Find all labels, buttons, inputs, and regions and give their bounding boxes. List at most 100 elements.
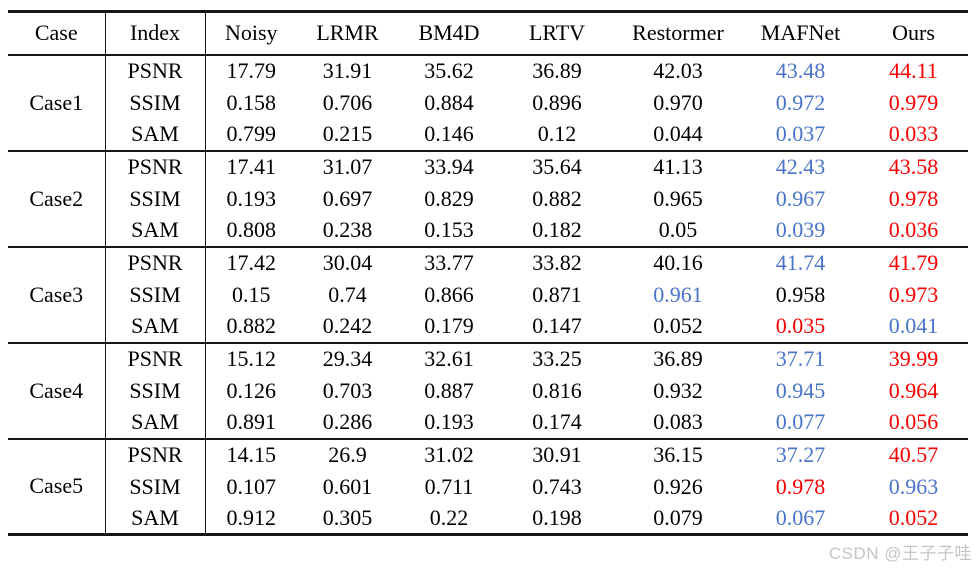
metric-value: 0.979 [888,89,939,115]
metric-value: 0.147 [532,313,582,338]
metric-value: 32.61 [424,346,474,371]
metric-value: 41.74 [775,250,826,275]
metric-value: 0.15 [232,281,271,307]
metric-value: 17.41 [226,154,277,179]
metric-value: 41.79 [888,250,939,275]
metric-value: 0.601 [322,473,373,499]
results-table: Case Index Noisy LRMR BM4D LRTV Restormer MAFNe… [8,10,968,536]
metric-value: 40.16 [653,250,703,275]
metric-value: 0.146 [424,121,474,146]
metric-value: 31.91 [322,58,373,83]
table-row: SSIM 0.15 0.74 0.866 0.871 0.961 0.958 0.973 [8,278,968,311]
metric-value: 0.126 [226,377,277,403]
metric-value: 42.03 [653,58,703,83]
table-row: SSIM 0.126 0.703 0.887 0.816 0.932 0.945 0.964 [8,374,968,407]
metric-value: 0.896 [532,89,582,115]
metric-value: 44.11 [889,58,938,83]
metric-value: 14.15 [226,442,277,467]
metric-value: 33.94 [424,154,474,179]
metric-value: 0.926 [653,473,703,499]
metric-value: 0.182 [532,217,582,242]
metric-value: 0.067 [775,504,826,530]
table-body: Case1 PSNR 17.79 31.91 35.62 36.89 42.03 43.48 4… [8,54,968,535]
metric-label: PSNR [105,246,206,279]
metric-value: 42.43 [775,154,826,179]
metric-label: PSNR [105,438,206,471]
metric-value: 0.077 [775,409,826,434]
metric-value: 0.945 [775,377,826,403]
metric-value: 0.963 [888,473,939,499]
metric-value: 0.882 [226,313,277,338]
metric-value: 0.037 [775,121,826,146]
header-row: Case Index Noisy LRMR BM4D LRTV Restormer MAFNe… [8,11,968,55]
metric-label: SAM [105,406,206,439]
metric-label: SAM [105,310,206,343]
metric-value: 39.99 [888,346,939,371]
metric-value: 0.107 [226,473,277,499]
table-row: Case4 PSNR 15.12 29.34 32.61 33.25 36.89 37.71 3… [8,342,968,439]
metric-value: 15.12 [226,346,277,371]
metric-value: 0.964 [888,377,939,403]
metric-value: 37.71 [775,346,826,371]
column-header-restormer: Restormer [632,20,724,46]
metric-value: 0.829 [424,185,474,211]
metric-value: 35.62 [424,58,474,83]
metric-value: 0.286 [322,409,373,434]
metric-value: 0.912 [226,504,277,530]
table-row: SAM 0.808 0.238 0.153 0.182 0.05 0.039 0.036 [8,214,968,247]
metric-value: 33.25 [532,346,582,371]
table-row: SSIM 0.158 0.706 0.884 0.896 0.970 0.972 0.979 [8,86,968,119]
metric-value: 0.799 [226,121,277,146]
metric-value: 17.79 [226,58,277,83]
metric-label: SSIM [105,374,206,407]
metric-value: 36.89 [532,58,582,83]
case-label: Case5 [8,438,106,535]
metric-value: 0.932 [653,377,703,403]
metric-value: 0.05 [658,217,698,242]
metric-value: 43.48 [775,58,826,83]
table-row: Case3 PSNR 17.42 30.04 33.77 33.82 40.16 41.74 4… [8,246,968,343]
metric-value: 0.22 [429,504,469,530]
metric-value: 0.961 [653,281,703,307]
case-label: Case4 [8,342,106,439]
column-header-lrtv: LRTV [528,20,586,46]
watermark: CSDN @王子子哇 [828,544,972,563]
metric-value: 0.044 [653,121,703,146]
metric-value: 0.711 [424,473,474,499]
metric-value: 0.12 [537,121,577,146]
table-row: Case5 PSNR 14.15 26.9 31.02 30.91 36.15 37.27 40… [8,438,968,535]
column-header-case: Case [8,11,106,55]
metric-value: 0.174 [532,409,582,434]
metric-value: 30.04 [322,250,373,275]
metric-value: 33.77 [424,250,474,275]
table-row: SSIM 0.107 0.601 0.711 0.743 0.926 0.978 0.963 [8,470,968,503]
metric-value: 0.215 [322,121,373,146]
metric-value: 36.15 [653,442,703,467]
metric-value: 0.238 [322,217,373,242]
metric-value: 29.34 [322,346,373,371]
metric-value: 0.703 [322,377,373,403]
metric-value: 43.58 [888,154,939,179]
metric-value: 0.967 [775,185,826,211]
metric-label: SSIM [105,278,206,311]
metric-value: 17.42 [226,250,277,275]
metric-value: 0.305 [322,504,373,530]
metric-label: SSIM [105,86,206,119]
metric-value: 35.64 [532,154,582,179]
metric-value: 37.27 [775,442,826,467]
metric-value: 36.89 [653,346,703,371]
metric-value: 0.816 [532,377,582,403]
metric-value: 0.891 [226,409,277,434]
metric-value: 33.82 [532,250,582,275]
table-header: Case Index Noisy LRMR BM4D LRTV Restormer MAFNe… [8,11,968,55]
metric-value: 0.970 [653,89,703,115]
column-header-mafnet: MAFNet [760,20,841,46]
metric-value: 0.056 [888,409,939,434]
column-header-noisy: Noisy [224,20,278,46]
metric-value: 0.887 [424,377,474,403]
metric-label: PSNR [105,342,206,375]
metric-label: SSIM [105,470,206,503]
metric-value: 0.882 [532,185,582,211]
metric-value: 40.57 [888,442,939,467]
